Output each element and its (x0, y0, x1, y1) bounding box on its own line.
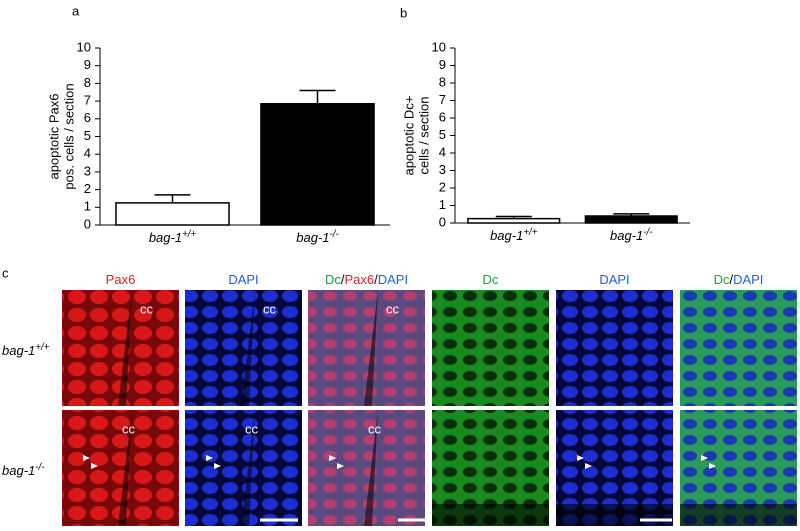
y-axis-label: apoptotic Pax6 (46, 93, 61, 179)
dark-region (556, 504, 673, 526)
y-tick-label: 3 (84, 163, 91, 178)
bar (467, 217, 561, 224)
column-header: Dc (483, 272, 499, 287)
y-tick-label: 5 (84, 128, 91, 143)
arrowhead (577, 455, 584, 461)
header-part: Dc (483, 272, 499, 287)
panel-letter: a (72, 3, 80, 18)
header-part: DAPI (733, 272, 763, 287)
y-tick-label: 6 (439, 109, 446, 124)
header-part: Pax6 (344, 272, 374, 287)
header-part: / (374, 272, 378, 287)
bar (260, 103, 375, 226)
column-header: Dc/DAPI (714, 272, 764, 287)
central-canal (364, 410, 378, 526)
y-axis-label: apoptotic Dc+ (401, 96, 416, 176)
y-tick-label: 2 (439, 179, 446, 194)
central-canal (118, 410, 132, 526)
central-canal (241, 290, 255, 406)
column-header: DAPI (228, 272, 258, 287)
panel-letter: c (2, 265, 9, 280)
bar (584, 215, 678, 224)
bar (115, 202, 230, 226)
cc-label: cc (245, 421, 259, 436)
cc-label: cc (263, 301, 277, 316)
y-tick-label: 0 (84, 216, 91, 231)
y-tick-label: 9 (439, 57, 446, 72)
y-tick-label: 0 (439, 214, 446, 229)
micrograph (556, 290, 673, 406)
y-tick-label: 9 (84, 57, 91, 72)
central-canal (118, 290, 132, 406)
arrowhead (709, 463, 716, 469)
micrograph (432, 290, 549, 406)
column-header: Dc/Pax6/DAPI (325, 272, 408, 287)
arrowhead (91, 463, 98, 469)
arrowhead (329, 455, 336, 461)
arrowhead (83, 455, 90, 461)
header-part: Dc (714, 272, 730, 287)
header-part: Dc (325, 272, 341, 287)
dark-region (432, 504, 549, 526)
header-part: DAPI (378, 272, 408, 287)
y-tick-label: 4 (439, 144, 446, 159)
arrowhead (585, 463, 592, 469)
arrowhead (214, 463, 221, 469)
y-tick-label: 10 (77, 39, 91, 54)
header-part: DAPI (599, 272, 629, 287)
genotype-label: bag-1+/+ (490, 227, 538, 244)
column-header: DAPI (599, 272, 629, 287)
column-header: Pax6 (106, 272, 136, 287)
y-tick-label: 2 (84, 181, 91, 196)
micrograph (680, 290, 797, 406)
cc-label: cc (386, 301, 400, 316)
y-tick-label: 7 (84, 93, 91, 108)
y-tick-label: 6 (84, 110, 91, 125)
y-tick-label: 7 (439, 92, 446, 107)
genotype-label: bag-1+/+ (2, 342, 50, 359)
genotype-label: bag-1+/+ (149, 229, 197, 246)
y-tick-label: 4 (84, 146, 91, 161)
panel-letter: b (400, 5, 407, 20)
genotype-label: bag-1-/- (610, 227, 653, 244)
y-tick-label: 8 (439, 74, 446, 89)
cc-label: cc (368, 421, 382, 436)
y-tick-label: 3 (439, 162, 446, 177)
y-tick-label: 10 (432, 39, 446, 54)
cc-label: cc (140, 301, 154, 316)
y-tick-label: 8 (84, 75, 91, 90)
y-tick-label: 1 (84, 199, 91, 214)
dark-region (680, 504, 797, 526)
genotype-label: bag-1-/- (296, 229, 339, 246)
y-axis-label: pos. cells / section (61, 83, 76, 189)
y-tick-label: 1 (439, 197, 446, 212)
central-canal (241, 410, 255, 526)
header-part: DAPI (228, 272, 258, 287)
arrowhead (206, 455, 213, 461)
header-part: / (729, 272, 733, 287)
micrographs (62, 290, 797, 526)
header-part: Pax6 (106, 272, 136, 287)
arrowhead (337, 463, 344, 469)
y-tick-label: 5 (439, 127, 446, 142)
y-axis-label: cells / section (416, 96, 431, 174)
header-part: / (341, 272, 345, 287)
cc-label: cc (122, 421, 136, 436)
genotype-label: bag-1-/- (2, 462, 45, 479)
arrowhead (701, 455, 708, 461)
central-canal (364, 290, 378, 406)
